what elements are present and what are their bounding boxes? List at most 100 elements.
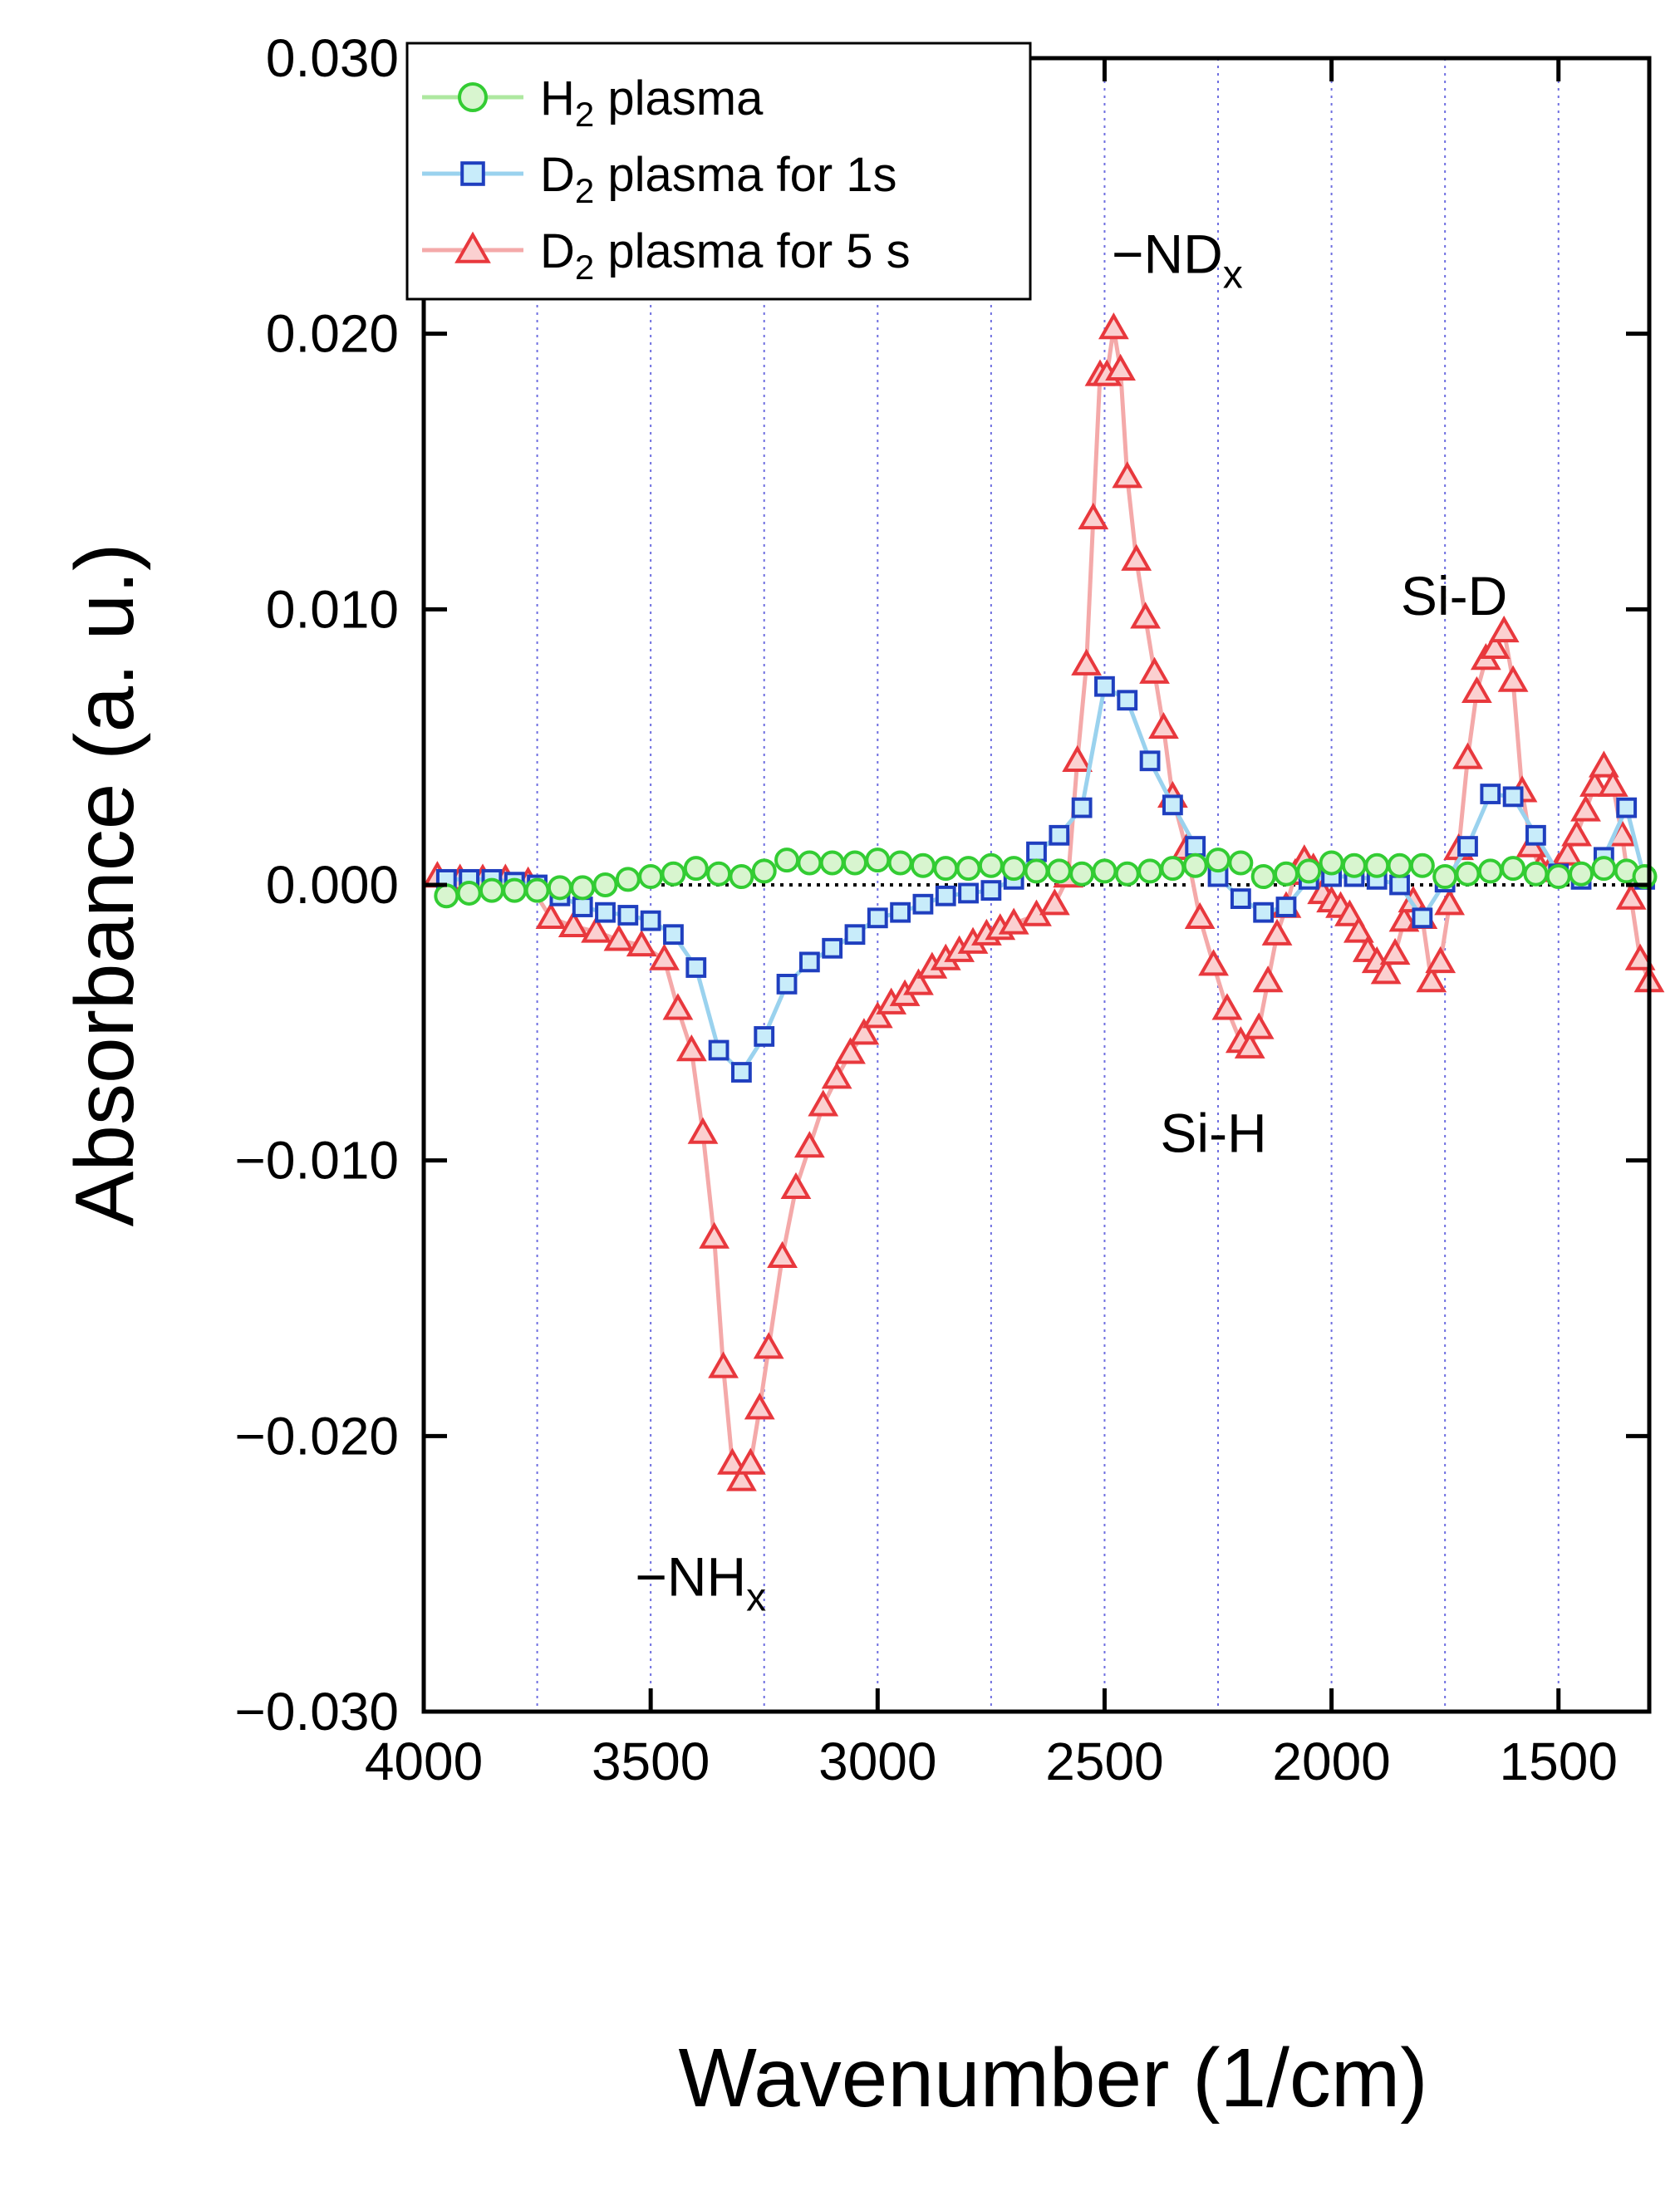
data-point-triangle	[626, 929, 657, 957]
data-point-triangle	[780, 1172, 812, 1200]
data-point-square	[663, 924, 684, 946]
peak-label: −NDx	[1112, 224, 1243, 297]
data-point-triangle	[821, 1062, 852, 1089]
data-point-circle	[910, 852, 936, 878]
data-point-square	[685, 957, 707, 978]
x-axis-title: Wavenumber (1/cm)	[678, 2032, 1427, 2125]
data-point-circle	[1001, 856, 1027, 882]
data-point-circle	[592, 872, 618, 897]
data-point-circle	[797, 850, 823, 876]
data-point-circle	[933, 856, 959, 882]
data-point-circle	[1501, 856, 1526, 882]
data-point-circle	[978, 852, 1004, 878]
data-point-square	[958, 882, 979, 904]
data-point-circle	[1114, 861, 1140, 887]
data-point-triangle	[1078, 502, 1109, 530]
data-point-triangle	[708, 1351, 739, 1378]
data-point-circle	[1296, 858, 1322, 884]
data-point-circle	[434, 883, 459, 909]
data-point-circle	[683, 856, 709, 882]
data-point-triangle	[1184, 902, 1216, 930]
data-point-square	[912, 893, 934, 915]
y-tick-label: −0.010	[234, 1131, 399, 1191]
data-point-triangle	[1343, 916, 1374, 943]
data-point-square	[1502, 786, 1524, 808]
data-point-square	[731, 1062, 752, 1083]
data-point-triangle	[848, 1018, 880, 1045]
data-point-square	[867, 907, 888, 929]
data-point-circle	[456, 880, 482, 906]
data-point-triangle	[1261, 918, 1293, 946]
data-point-triangle	[1105, 353, 1136, 381]
data-point-triangle	[535, 902, 567, 930]
data-point-circle	[706, 861, 732, 887]
data-point-square	[640, 910, 661, 931]
data-point-triangle	[699, 1221, 730, 1249]
peak-label: −NHx	[635, 1546, 766, 1620]
data-point-triangle	[1098, 312, 1129, 340]
data-point-square	[1389, 874, 1410, 896]
data-point-square	[460, 161, 485, 186]
data-point-square	[1185, 836, 1206, 857]
data-point-triangle	[734, 1447, 766, 1475]
data-point-triangle	[862, 1001, 893, 1029]
x-tick-label: 3500	[592, 1732, 710, 1791]
data-point-triangle	[717, 1447, 748, 1475]
data-point-triangle	[1252, 965, 1284, 993]
data-point-triangle	[662, 993, 694, 1020]
data-point-circle	[1046, 858, 1072, 884]
data-point-circle	[479, 877, 504, 903]
data-point-triangle	[649, 943, 680, 970]
data-point-triangle	[1211, 993, 1243, 1020]
data-point-circle	[502, 877, 528, 903]
axis-ticks: 4000 3500 3000 2500 2000 1500 −0.030 −0.020 −0.0…	[234, 28, 1649, 1791]
data-point-triangle	[1497, 665, 1529, 692]
data-point-triangle	[581, 916, 612, 943]
legend-entry: H2 plasma	[540, 71, 764, 134]
data-point-circle	[1206, 847, 1231, 873]
data-point-square	[1071, 797, 1093, 818]
data-point-square	[1616, 797, 1638, 818]
data-point-triangle	[687, 1117, 719, 1144]
data-point-circle	[887, 850, 913, 876]
data-point-triangle	[1370, 957, 1402, 985]
data-point-circle	[1273, 861, 1299, 887]
data-point-square	[890, 902, 911, 923]
data-point-triangle	[1198, 949, 1229, 976]
data-point-circle	[1545, 864, 1571, 890]
data-point-triangle	[1425, 946, 1456, 974]
data-point-circle	[1228, 850, 1254, 876]
legend-entry: D2 plasma for 5 s	[540, 224, 911, 287]
y-tick-label: 0.030	[266, 28, 399, 88]
x-tick-label: 4000	[365, 1732, 483, 1791]
y-tick-label: −0.020	[234, 1406, 399, 1466]
data-point-circle	[774, 847, 800, 873]
data-point-circle	[615, 867, 641, 892]
data-point-triangle	[744, 1393, 775, 1420]
data-point-triangle	[1452, 742, 1483, 769]
data-point-square	[798, 951, 820, 973]
data-point-triangle	[726, 1464, 757, 1491]
data-point-square	[1026, 841, 1047, 862]
y-tick-label: 0.020	[266, 304, 399, 364]
data-point-circle	[1477, 858, 1503, 884]
data-point-square	[935, 885, 956, 906]
data-point-circle	[1364, 852, 1390, 878]
y-tick-label: 0.010	[266, 579, 399, 639]
data-point-circle	[1137, 858, 1163, 884]
data-point-triangle	[808, 1089, 839, 1117]
data-point-square	[708, 1039, 729, 1061]
data-point-triangle	[675, 1034, 707, 1062]
data-point-triangle	[753, 1332, 784, 1359]
data-point-triangle	[558, 910, 589, 937]
data-point-circle	[1092, 858, 1118, 884]
data-point-triangle	[998, 907, 1029, 935]
data-point-square	[1412, 907, 1433, 929]
data-point-square	[1139, 750, 1161, 772]
data-point-square	[1253, 902, 1275, 923]
x-tick-label: 2000	[1272, 1732, 1390, 1791]
data-point-triangle	[835, 1037, 866, 1064]
data-point-triangle	[1588, 750, 1619, 778]
data-point-triangle	[1624, 943, 1656, 970]
